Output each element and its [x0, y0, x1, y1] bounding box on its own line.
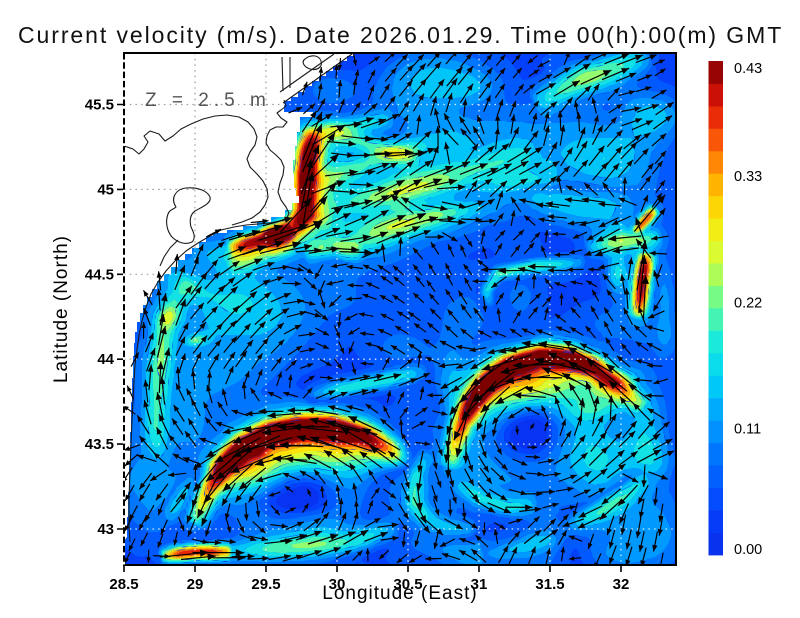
svg-text:44: 44 [97, 351, 114, 368]
svg-text:44.5: 44.5 [85, 266, 114, 283]
svg-text:30: 30 [329, 576, 346, 593]
svg-text:29.5: 29.5 [251, 576, 280, 593]
svg-text:32: 32 [613, 576, 630, 593]
svg-text:28.5: 28.5 [109, 576, 138, 593]
svg-text:0.00: 0.00 [734, 542, 762, 558]
svg-text:0.11: 0.11 [734, 422, 761, 438]
svg-text:0.43: 0.43 [734, 61, 762, 77]
svg-text:45: 45 [97, 181, 114, 198]
svg-text:0.22: 0.22 [734, 295, 762, 311]
svg-text:43.5: 43.5 [85, 436, 114, 453]
svg-text:31.5: 31.5 [535, 576, 564, 593]
svg-text:45.5: 45.5 [85, 97, 114, 114]
svg-text:29: 29 [187, 576, 204, 593]
svg-text:31: 31 [471, 576, 488, 593]
svg-text:43: 43 [97, 521, 114, 538]
svg-text:30.5: 30.5 [393, 576, 422, 593]
svg-text:0.33: 0.33 [734, 169, 762, 185]
